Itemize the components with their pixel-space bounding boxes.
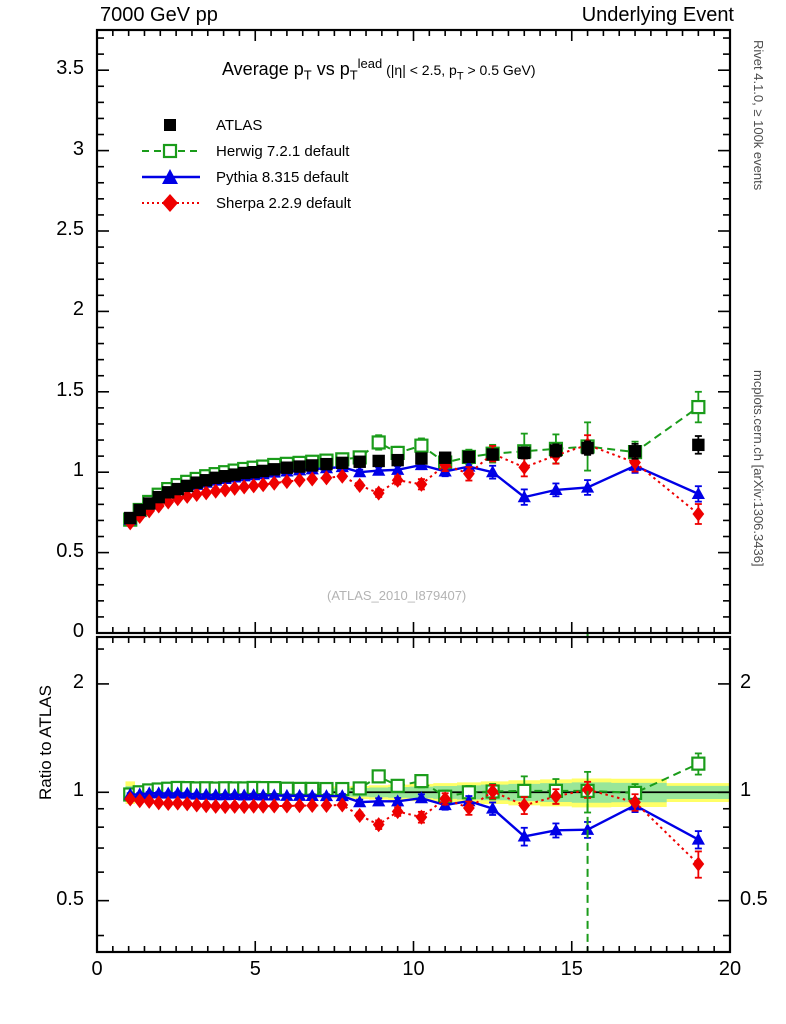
- main-y-tick-label: 3.5: [56, 57, 84, 80]
- x-tick-label: 0: [91, 958, 103, 980]
- main-y-tick-label: 2.5: [56, 218, 84, 240]
- legend-label-sherpa: Sherpa 2.2.9 default: [216, 194, 352, 212]
- title-sup-lead: lead: [357, 56, 383, 71]
- legend-marker-diamond-filled-icon: [142, 194, 200, 212]
- x-tick-label: 10: [402, 958, 425, 980]
- main-y-tick-label: 2: [72, 298, 84, 321]
- ratio-axis-label: Ratio to ATLAS: [36, 685, 55, 800]
- legend-label-herwig: Herwig 7.2.1 default: [216, 142, 350, 160]
- legend-marker-square-filled-icon: [164, 119, 176, 131]
- legend-item-pythia[interactable]: Pythia 8.315 default: [140, 164, 351, 190]
- header-left-beam-label: 7000 GeV pp: [100, 4, 218, 26]
- ratio-y-tick-label-right: 0.5: [740, 887, 768, 910]
- x-tick-label: 15: [560, 958, 583, 980]
- main-y-tick-label: 1: [72, 459, 84, 482]
- page-title: Average pT vs pTlead (|η| < 2.5, pT > 0.…: [222, 56, 536, 83]
- legend: ATLAS Herwig 7.2.1 default Pythia 8.315 …: [140, 112, 351, 216]
- main-y-tick-label: 0.5: [56, 539, 84, 562]
- legend-label-pythia: Pythia 8.315 default: [216, 168, 349, 186]
- ratio-y-tick-label-left: 0.5: [56, 887, 84, 910]
- main-y-tick-label: 3: [72, 137, 84, 160]
- ratio-y-tick-label-left: 2: [72, 670, 84, 693]
- legend-item-sherpa[interactable]: Sherpa 2.2.9 default: [140, 190, 351, 216]
- legend-label-atlas: ATLAS: [216, 116, 263, 134]
- legend-marker-square-open-icon: [142, 143, 200, 159]
- x-tick-label: 5: [249, 958, 261, 980]
- title-part-2: vs p: [311, 59, 350, 79]
- title-paren-2: > 0.5 GeV): [463, 62, 536, 78]
- analysis-id-watermark: (ATLAS_2010_I879407): [327, 588, 467, 603]
- main-y-tick-label: 1.5: [56, 378, 84, 401]
- title-sub-3: T: [456, 70, 464, 83]
- ratio-y-tick-label-right: 1: [740, 779, 752, 802]
- ratio-y-tick-label-left: 1: [72, 779, 84, 802]
- title-part-1: Average p: [222, 59, 304, 79]
- ratio-y-tick-label-right: 2: [740, 670, 752, 693]
- x-tick-label: 20: [718, 958, 742, 980]
- header-right-analysis-label: Underlying Event: [581, 4, 734, 26]
- title-paren-1: (|η| < 2.5, p: [382, 62, 457, 78]
- main-y-tick-label: 0: [72, 620, 84, 642]
- title-sub-2: T: [349, 67, 358, 83]
- legend-item-herwig[interactable]: Herwig 7.2.1 default: [140, 138, 351, 164]
- legend-marker-triangle-filled-icon: [142, 169, 200, 184]
- legend-item-atlas[interactable]: ATLAS: [140, 112, 351, 138]
- title-sub-1: T: [303, 67, 312, 83]
